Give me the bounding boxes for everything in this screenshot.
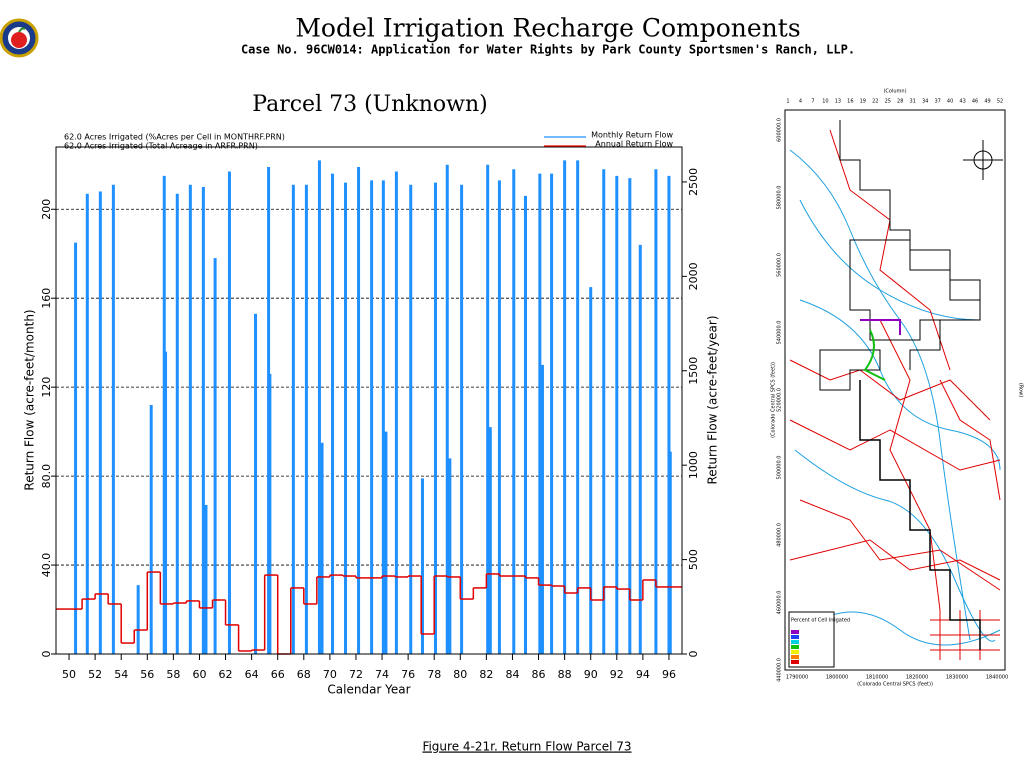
- plot-frame: [55, 146, 683, 655]
- x-tick-label: 94: [636, 668, 650, 681]
- map-legend-title: Percent of Cell Irrigated: [791, 618, 850, 624]
- x-tick-label: 86: [532, 668, 546, 681]
- x-tick-label: 66: [271, 668, 285, 681]
- map-column-number: 7: [811, 99, 814, 105]
- map-x-tick: 1840000: [986, 675, 1008, 681]
- y-tick-label: 200: [40, 199, 53, 220]
- annotation: 62.0 Acres Irrigated (%Acres per Cell in…: [64, 133, 285, 142]
- map-x-tick: 1830000: [946, 675, 968, 681]
- x-tick-label: 90: [584, 668, 598, 681]
- map-column-number: 37: [934, 99, 940, 105]
- page-title: Model Irrigation Recharge Components: [295, 14, 800, 43]
- map-y-tick: 600000.0: [777, 118, 783, 142]
- map-y-label: (Colorado Central SPCS (feet)): [771, 362, 777, 438]
- y2-tick-label: 1000: [687, 451, 700, 479]
- map-column-number: 28: [897, 99, 903, 105]
- y2-tick-label: 0: [687, 651, 700, 658]
- figure-caption: Figure 4-21r. Return Flow Parcel 73: [422, 740, 631, 754]
- y-tick-label: 40.0: [40, 553, 53, 578]
- map-y-tick: 520000.0: [777, 388, 783, 412]
- map-column-number: 22: [872, 99, 878, 105]
- annotation: 62.0 Acres Irrigated (Total Acreage in A…: [64, 142, 258, 151]
- map-column-number: 49: [984, 99, 990, 105]
- y2-tick-label: 1500: [687, 357, 700, 385]
- map-column-label: (Column): [883, 89, 906, 95]
- map-column-number: 1: [786, 99, 789, 105]
- y-tick-label: 160: [40, 288, 53, 309]
- map-column-number: 43: [959, 99, 965, 105]
- map-column-number: 10: [822, 99, 828, 105]
- x-tick-label: 92: [610, 668, 624, 681]
- page-subtitle: Case No. 96CW014: Application for Water …: [241, 43, 855, 57]
- compass: [963, 140, 1003, 180]
- y-tick-label: 0: [40, 651, 53, 658]
- x-tick-label: 58: [166, 668, 180, 681]
- y2-tick-label: 2500: [687, 168, 700, 196]
- x-tick-label: 74: [375, 668, 389, 681]
- map-lines: [789, 120, 1001, 660]
- map-column-number: 19: [860, 99, 866, 105]
- x-tick-label: 54: [114, 668, 128, 681]
- legend-label: Annual Return Flow: [595, 140, 673, 149]
- x-tick-label: 56: [140, 668, 154, 681]
- x-tick-label: 50: [62, 668, 76, 681]
- map-column-number: 4: [799, 99, 802, 105]
- y-axis-label: Return Flow (acre-feet/month): [23, 309, 37, 490]
- x-tick-label: 72: [349, 668, 363, 681]
- map-x-tick: 1820000: [906, 675, 928, 681]
- x-axis-label: Calendar Year: [327, 683, 410, 697]
- x-tick-label: 82: [479, 668, 493, 681]
- y2-tick-label: 500: [687, 549, 700, 570]
- map-y-tick: 560000.0: [777, 253, 783, 277]
- x-tick-label: 70: [323, 668, 337, 681]
- map-x-tick: 1800000: [826, 675, 848, 681]
- map-column-number: 13: [835, 99, 841, 105]
- x-tick-label: 60: [192, 668, 206, 681]
- x-tick-label: 88: [558, 668, 572, 681]
- legend-label: Monthly Return Flow: [591, 131, 673, 140]
- x-tick-label: 84: [505, 668, 519, 681]
- map-column-number: 25: [885, 99, 891, 105]
- map-x-tick: 1810000: [866, 675, 888, 681]
- map-y-tick: 580000.0: [777, 186, 783, 210]
- x-tick-label: 76: [401, 668, 415, 681]
- map-column-number: 52: [997, 99, 1003, 105]
- x-tick-label: 62: [219, 668, 233, 681]
- map-x-label: (Colorado Central SPCS (feet)): [857, 682, 933, 688]
- plot-area: [56, 160, 682, 655]
- map-y-tick: 480000.0: [777, 523, 783, 547]
- map-y-tick: 460000.0: [777, 591, 783, 615]
- y2-axis-label: Return Flow (acre-feet/year): [706, 315, 720, 484]
- map-column-number: 34: [922, 99, 928, 105]
- map-column-number: 46: [972, 99, 978, 105]
- x-tick-label: 80: [453, 668, 467, 681]
- y2-tick-label: 2000: [687, 262, 700, 290]
- x-tick-label: 68: [297, 668, 311, 681]
- map-column-number: 31: [910, 99, 916, 105]
- map: Percent of Cell Irrigated (Column) (Colo…: [771, 89, 1024, 688]
- map-legend-swatches: [791, 630, 799, 664]
- y-tick-label: 120: [40, 377, 53, 398]
- map-row-label: (Row): [1018, 383, 1024, 397]
- x-tick-label: 52: [88, 668, 102, 681]
- map-y-tick: 540000.0: [777, 321, 783, 345]
- x-tick-label: 96: [662, 668, 676, 681]
- map-frame: [784, 109, 1006, 671]
- logo: [0, 18, 39, 58]
- map-column-number: 16: [847, 99, 853, 105]
- chart-title: Parcel 73 (Unknown): [252, 92, 487, 117]
- map-y-tick: 500000.0: [777, 456, 783, 480]
- map-x-tick: 1790000: [786, 675, 808, 681]
- x-tick-label: 78: [427, 668, 441, 681]
- x-tick-label: 64: [245, 668, 259, 681]
- y-tick-label: 80.0: [40, 464, 53, 489]
- map-y-tick: 440000.0: [777, 658, 783, 682]
- map-column-number: 40: [947, 99, 953, 105]
